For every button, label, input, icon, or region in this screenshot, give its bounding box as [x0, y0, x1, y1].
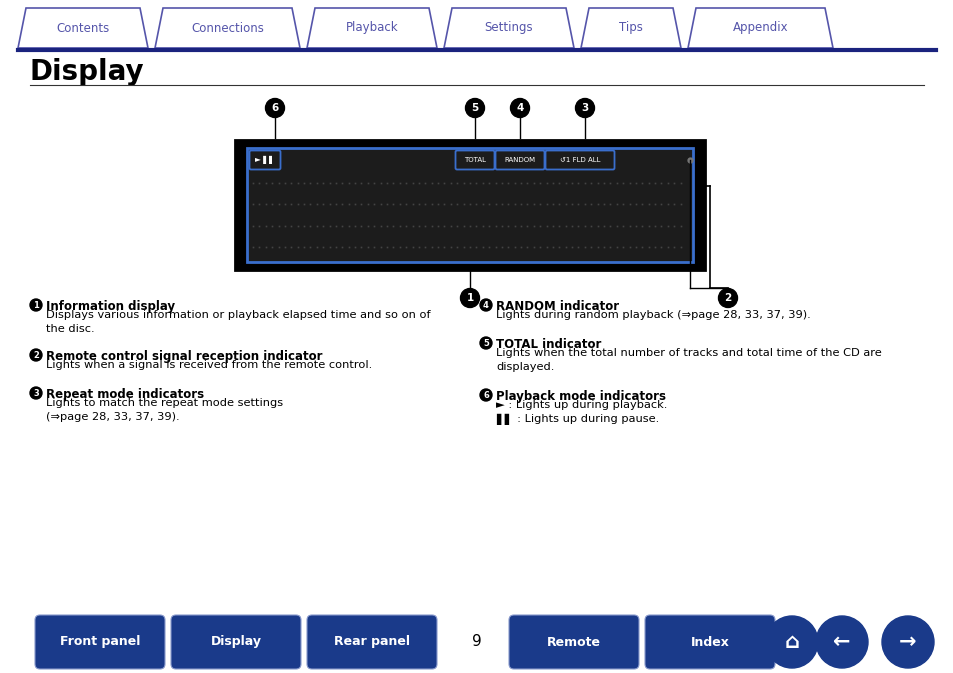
Text: ▌▌ : Lights up during pause.: ▌▌ : Lights up during pause. — [496, 413, 659, 425]
Text: Playback: Playback — [345, 22, 398, 34]
FancyBboxPatch shape — [644, 615, 774, 669]
Polygon shape — [18, 8, 148, 48]
Text: Display: Display — [30, 58, 145, 86]
Text: →: → — [899, 632, 916, 652]
Text: 5: 5 — [482, 339, 489, 347]
Circle shape — [479, 299, 492, 311]
Polygon shape — [443, 8, 574, 48]
Polygon shape — [307, 8, 436, 48]
Text: RANDOM: RANDOM — [504, 157, 535, 163]
Text: 3: 3 — [33, 388, 39, 398]
Text: Appendix: Appendix — [732, 22, 787, 34]
Text: Lights during random playback (⇒page 28, 33, 37, 39).: Lights during random playback (⇒page 28,… — [496, 310, 810, 320]
Text: the disc.: the disc. — [46, 324, 94, 334]
Text: TOTAL indicator: TOTAL indicator — [496, 338, 600, 351]
Text: 2: 2 — [33, 351, 39, 359]
Polygon shape — [154, 8, 299, 48]
Text: Rear panel: Rear panel — [334, 635, 410, 649]
Text: TOTAL: TOTAL — [463, 157, 485, 163]
Text: 4: 4 — [482, 301, 489, 310]
Circle shape — [265, 98, 284, 118]
Circle shape — [479, 337, 492, 349]
Text: 1: 1 — [33, 301, 39, 310]
Text: Lights when the total number of tracks and total time of the CD are: Lights when the total number of tracks a… — [496, 349, 881, 359]
FancyBboxPatch shape — [509, 615, 639, 669]
Polygon shape — [687, 8, 832, 48]
Text: Information display: Information display — [46, 300, 175, 313]
Polygon shape — [580, 8, 680, 48]
FancyBboxPatch shape — [307, 615, 436, 669]
Text: Lights when a signal is received from the remote control.: Lights when a signal is received from th… — [46, 361, 372, 371]
Text: Lights to match the repeat mode settings: Lights to match the repeat mode settings — [46, 398, 283, 409]
Circle shape — [30, 299, 42, 311]
Circle shape — [718, 289, 737, 308]
Text: 9: 9 — [472, 635, 481, 649]
Text: (⇒page 28, 33, 37, 39).: (⇒page 28, 33, 37, 39). — [46, 411, 179, 421]
Text: 6: 6 — [482, 390, 489, 400]
Text: 4: 4 — [516, 103, 523, 113]
Circle shape — [882, 616, 933, 668]
Circle shape — [30, 349, 42, 361]
FancyBboxPatch shape — [545, 151, 614, 170]
Text: ► : Lights up during playback.: ► : Lights up during playback. — [496, 400, 667, 411]
Text: Index: Index — [690, 635, 729, 649]
Circle shape — [815, 616, 867, 668]
Text: Tips: Tips — [618, 22, 642, 34]
Text: Contents: Contents — [56, 22, 110, 34]
Text: 5: 5 — [471, 103, 478, 113]
Bar — [247, 148, 692, 262]
Text: 2: 2 — [723, 293, 731, 303]
Circle shape — [30, 387, 42, 399]
Text: Repeat mode indicators: Repeat mode indicators — [46, 388, 204, 401]
Text: Settings: Settings — [484, 22, 533, 34]
Circle shape — [460, 289, 479, 308]
Text: ► ▌▌: ► ▌▌ — [254, 155, 274, 164]
FancyBboxPatch shape — [455, 151, 494, 170]
Text: Remote control signal reception indicator: Remote control signal reception indicato… — [46, 350, 322, 363]
Circle shape — [575, 98, 594, 118]
FancyBboxPatch shape — [495, 151, 544, 170]
Text: ⌂: ⌂ — [783, 632, 799, 652]
Text: Displays various information or playback elapsed time and so on of: Displays various information or playback… — [46, 310, 430, 320]
Text: ↺1 FLD ALL: ↺1 FLD ALL — [559, 157, 599, 163]
Circle shape — [765, 616, 817, 668]
Text: ←: ← — [832, 632, 850, 652]
Text: 3: 3 — [580, 103, 588, 113]
Text: Display: Display — [211, 635, 261, 649]
Text: displayed.: displayed. — [496, 361, 554, 371]
Text: RANDOM indicator: RANDOM indicator — [496, 300, 618, 313]
Text: Remote: Remote — [546, 635, 600, 649]
Text: Connections: Connections — [191, 22, 264, 34]
Circle shape — [510, 98, 529, 118]
FancyBboxPatch shape — [35, 615, 165, 669]
Circle shape — [479, 389, 492, 401]
FancyBboxPatch shape — [171, 615, 301, 669]
Text: Front panel: Front panel — [60, 635, 140, 649]
Text: 6: 6 — [271, 103, 278, 113]
Text: 1: 1 — [466, 293, 473, 303]
FancyBboxPatch shape — [250, 151, 280, 170]
Bar — [234, 140, 704, 270]
Text: Playback mode indicators: Playback mode indicators — [496, 390, 665, 403]
Circle shape — [465, 98, 484, 118]
